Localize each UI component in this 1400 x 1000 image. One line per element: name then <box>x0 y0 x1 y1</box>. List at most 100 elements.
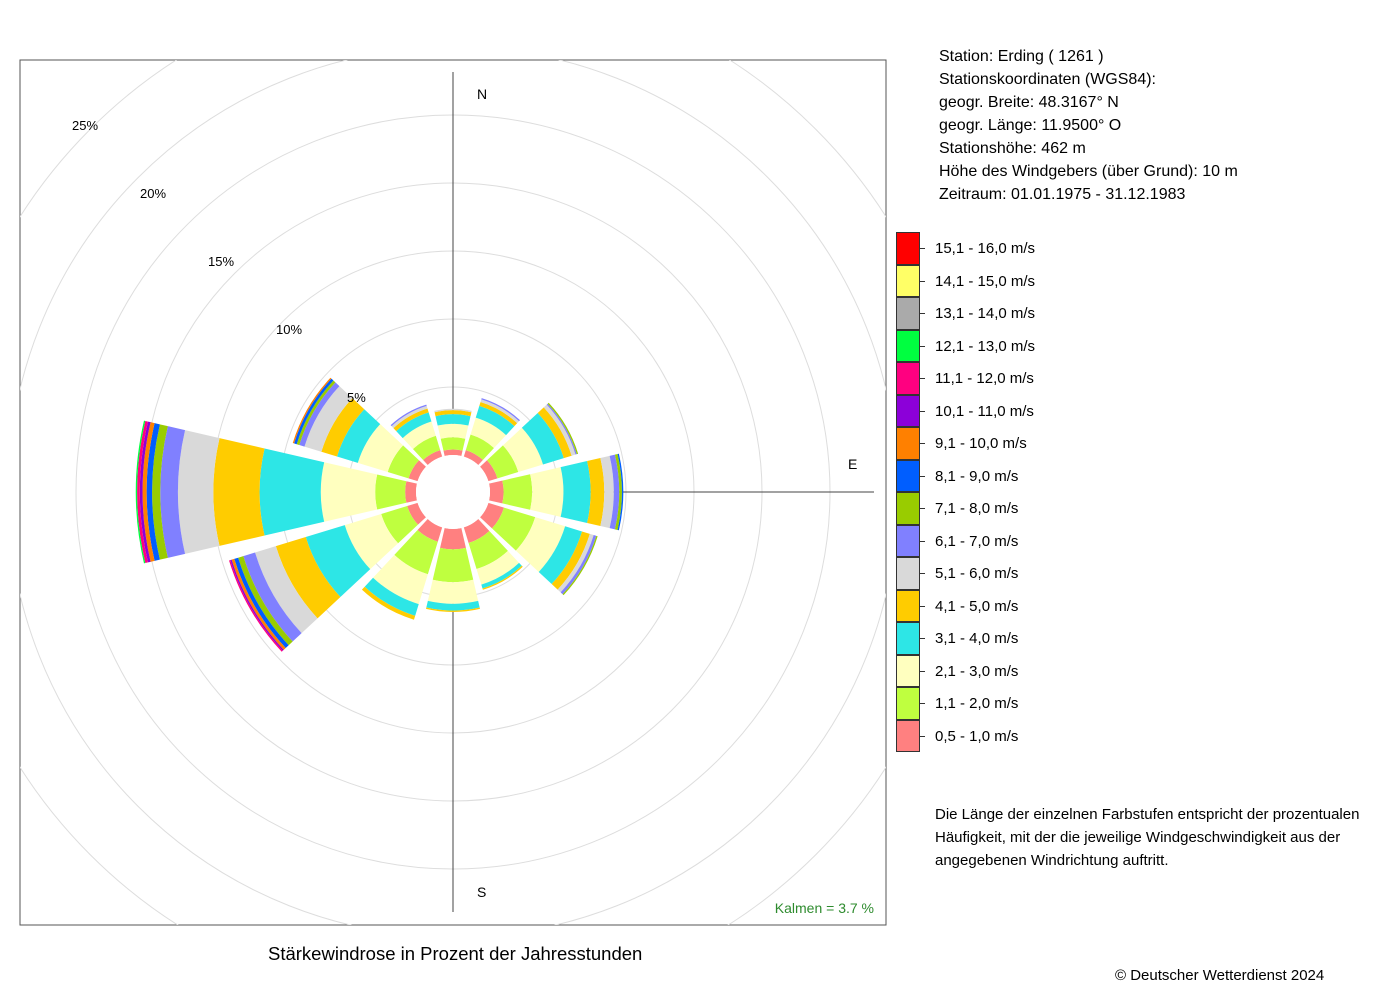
sector-segment <box>231 558 286 650</box>
sector-segment <box>600 455 614 529</box>
anemometer-height: Höhe des Windgebers (über Grund): 10 m <box>939 163 1238 180</box>
sector-segment <box>320 462 378 522</box>
compass-label-n: N <box>477 86 487 102</box>
sector-segment <box>396 412 432 439</box>
sector-segment <box>423 450 443 465</box>
sector-segment <box>435 414 471 426</box>
sector-segment <box>344 513 399 570</box>
station-longitude: geogr. Länge: 11.9500° O <box>939 117 1122 134</box>
sector-segment <box>470 417 507 449</box>
sector-segment <box>321 398 365 457</box>
legend-swatch <box>896 524 920 557</box>
legend-tick <box>920 345 925 347</box>
sector-segment <box>417 519 443 542</box>
wind-sectors <box>135 377 624 652</box>
sector-segment <box>135 420 146 564</box>
sector-segment <box>481 562 522 589</box>
plot-area: 5% 10% 15% 20% 25% N E S Kalmen = 3.7 % <box>19 59 887 926</box>
sector-segment <box>440 437 466 451</box>
sector-segment <box>213 438 265 546</box>
legend-item: 11,1 - 12,0 m/s <box>896 362 1116 395</box>
sector-segment <box>543 404 576 456</box>
sector-segment <box>381 505 418 544</box>
copyright: © Deutscher Wetterdienst 2024 <box>1115 967 1325 984</box>
radial-labels: 5% 10% 15% 20% 25% <box>72 118 366 405</box>
radial-tick-label: 5% <box>347 390 366 405</box>
sector-segment <box>587 457 605 527</box>
sector-segment <box>538 526 583 585</box>
legend-label: 1,1 - 2,0 m/s <box>935 695 1019 712</box>
time-period: Zeitraum: 01.01.1975 - 31.12.1983 <box>939 186 1186 203</box>
sector-segment <box>432 547 474 583</box>
sector-segment <box>426 600 480 611</box>
legend-tick <box>920 703 925 704</box>
legend-item: 7,1 - 8,0 m/s <box>896 492 1116 525</box>
legend-label: 8,1 - 9,0 m/s <box>935 467 1019 485</box>
legend-tick <box>920 605 925 607</box>
sector-segment <box>305 525 371 598</box>
sector-segment <box>443 449 463 456</box>
legend-swatch <box>896 589 920 622</box>
legend-tick <box>920 443 925 444</box>
legend-swatch <box>896 394 920 427</box>
description: Die Länge der einzelnen Farbstufen entsp… <box>935 803 1395 872</box>
legend-swatch <box>896 232 920 265</box>
sector-segment <box>294 378 334 445</box>
legend-item: 14,1 - 15,0 m/s <box>896 264 1116 297</box>
station-name: Station: Erding ( 1261 ) <box>939 48 1104 65</box>
legend-item: 9,1 - 10,0 m/s <box>896 427 1116 460</box>
station-info: Station: Erding ( 1261 ) Stationskoordin… <box>939 45 1238 206</box>
station-latitude: geogr. Breite: 48.3167° N <box>939 94 1119 111</box>
station-coordinates-heading: Stationskoordinaten (WGS84): <box>939 71 1156 88</box>
radial-tick-label: 25% <box>72 118 98 133</box>
legend-swatch <box>896 687 920 720</box>
legend-tick <box>920 378 925 379</box>
sector-segment <box>137 420 148 564</box>
description-line: Die Länge der einzelnen Farbstufen entsp… <box>935 806 1360 823</box>
sector-segment <box>394 530 438 575</box>
legend-label: 12,1 - 13,0 m/s <box>935 337 1036 355</box>
legend-tick <box>920 248 925 249</box>
compass-label-e: E <box>848 456 857 472</box>
sector-segment <box>296 380 336 445</box>
legend-tick <box>920 475 925 477</box>
sector-segment <box>393 408 429 432</box>
sector-segment <box>502 474 533 510</box>
sector-segment <box>139 421 151 563</box>
legend-label: 14,1 - 15,0 m/s <box>935 272 1036 290</box>
sector-segment <box>336 409 381 463</box>
legend-item: 2,1 - 3,0 m/s <box>896 654 1116 687</box>
legend-swatch <box>896 362 920 395</box>
sector-segment <box>299 382 340 447</box>
sector-segment <box>560 461 591 523</box>
calm-label: Kalmen = 3.7 % <box>775 900 874 916</box>
sector-segment <box>259 448 325 536</box>
legend-tick <box>920 638 925 639</box>
sector-segment <box>426 607 480 612</box>
sector-segment <box>361 586 416 620</box>
legend-label: 11,1 - 12,0 m/s <box>935 370 1034 387</box>
radial-tick-label: 15% <box>208 254 234 269</box>
sector-segment <box>482 565 523 590</box>
sector-segment <box>405 481 417 503</box>
sector-segment <box>402 421 436 450</box>
legend-tick <box>920 670 925 672</box>
sector-segment <box>515 517 566 572</box>
legend-tick <box>920 573 925 574</box>
sector-segment <box>502 427 544 473</box>
legend-swatch <box>896 654 920 687</box>
legend-item: 0,5 - 1,0 m/s <box>896 719 1116 752</box>
sector-segment <box>408 460 426 482</box>
sector-segment <box>479 401 518 427</box>
sector-segment <box>614 454 622 530</box>
legend-tick <box>920 735 925 737</box>
description-line: angegebenen Windrichtung auftritt. <box>935 852 1169 869</box>
legend-swatch <box>896 719 920 752</box>
legend-item: 12,1 - 13,0 m/s <box>896 329 1116 362</box>
sector-segment <box>364 577 419 616</box>
sector-segment <box>530 467 564 517</box>
radial-tick-label: 20% <box>140 186 166 201</box>
sector-segment <box>412 435 441 460</box>
sector-segment <box>480 502 504 529</box>
